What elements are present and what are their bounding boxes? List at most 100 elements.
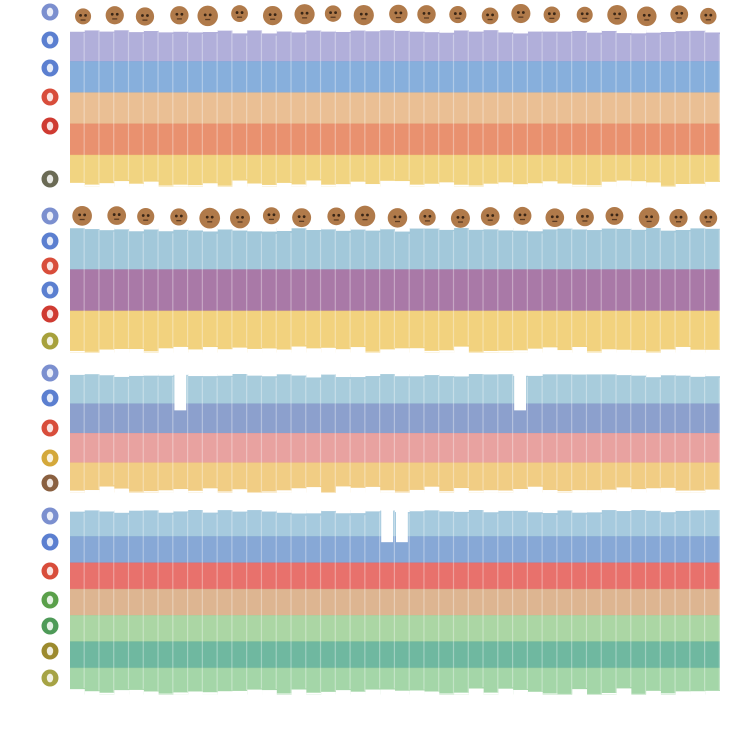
column-bottom-edge bbox=[498, 490, 514, 493]
column-divider bbox=[408, 233, 410, 348]
column-top-edge bbox=[483, 372, 499, 375]
column-top-edge bbox=[276, 226, 292, 231]
avatar-head bbox=[481, 7, 499, 25]
column-top-edge bbox=[291, 508, 307, 514]
column-divider bbox=[674, 376, 676, 487]
column-top-edge bbox=[527, 226, 543, 232]
column-divider bbox=[260, 510, 263, 689]
column-divider bbox=[186, 230, 189, 346]
column-divider bbox=[127, 230, 130, 349]
avatar-head bbox=[700, 7, 717, 25]
column-top-edge bbox=[572, 28, 588, 31]
avatar-mouth bbox=[549, 17, 555, 20]
column-divider bbox=[142, 377, 144, 492]
avatar-eye bbox=[334, 11, 337, 15]
avatar-eye bbox=[675, 11, 679, 15]
column-top-edge bbox=[335, 226, 351, 231]
avatar-eye bbox=[240, 11, 244, 14]
avatar-mouth bbox=[80, 19, 86, 21]
column-divider bbox=[319, 231, 322, 348]
column-divider bbox=[113, 231, 115, 349]
avatar-mouth bbox=[330, 16, 336, 18]
legend-icon-2 bbox=[41, 232, 59, 250]
series-band-1 bbox=[70, 30, 720, 62]
column-top-edge bbox=[350, 508, 366, 514]
legend-icon-glyph bbox=[46, 309, 54, 319]
column-top-edge bbox=[675, 508, 691, 511]
avatar-eye bbox=[423, 214, 427, 218]
column-top-edge bbox=[217, 372, 233, 376]
column-bottom-edge bbox=[84, 184, 100, 187]
column-divider bbox=[334, 511, 336, 692]
avatar-head bbox=[387, 208, 408, 228]
avatar-mouth bbox=[270, 18, 276, 20]
avatar-mouth bbox=[487, 219, 493, 221]
column-bottom-edge bbox=[202, 347, 218, 354]
avatar-head bbox=[419, 208, 436, 226]
column-top-edge bbox=[705, 508, 720, 511]
column-top-edge bbox=[705, 28, 720, 33]
column-bottom-edge bbox=[262, 491, 277, 493]
legend-icon-3 bbox=[41, 257, 59, 275]
column-divider bbox=[349, 232, 351, 349]
column-top-edge bbox=[660, 372, 676, 376]
avatar bbox=[387, 208, 408, 228]
column-divider bbox=[452, 34, 455, 182]
column-top-edge bbox=[217, 508, 233, 511]
column-bottom-edge bbox=[291, 689, 307, 696]
column-bottom-edge bbox=[291, 184, 307, 187]
column-top-edge bbox=[188, 226, 203, 231]
legend-icon-glyph bbox=[46, 336, 54, 346]
column-top-edge bbox=[350, 28, 366, 31]
column-top-edge bbox=[439, 508, 455, 512]
column-divider bbox=[142, 33, 144, 184]
column-divider bbox=[186, 32, 189, 185]
avatar-eye bbox=[486, 214, 490, 217]
avatar-eye bbox=[613, 12, 617, 16]
column-top-edge bbox=[705, 226, 720, 229]
column-divider bbox=[704, 228, 706, 350]
avatar-eye bbox=[456, 215, 460, 219]
avatar-eye bbox=[516, 11, 520, 14]
avatar-eye bbox=[458, 12, 462, 15]
column-divider bbox=[704, 510, 706, 691]
column-divider bbox=[674, 513, 676, 694]
column-divider bbox=[260, 376, 263, 492]
avatar-mouth bbox=[705, 19, 711, 21]
avatar bbox=[449, 5, 467, 24]
avatar-mouth bbox=[299, 220, 305, 222]
column-top-edge bbox=[498, 226, 514, 231]
column-divider bbox=[246, 232, 248, 347]
column-bottom-edge bbox=[129, 183, 144, 187]
column-divider bbox=[408, 31, 410, 180]
column-bottom-edge bbox=[114, 690, 130, 695]
column-top-edge bbox=[306, 508, 322, 514]
column-divider bbox=[659, 228, 661, 352]
avatar-eye bbox=[272, 213, 276, 217]
column-bottom-edge bbox=[306, 487, 322, 494]
column-divider bbox=[644, 510, 647, 694]
avatar-head bbox=[262, 207, 280, 225]
avatar-eye bbox=[642, 13, 646, 17]
column-bottom-edge bbox=[587, 351, 602, 353]
avatar-head bbox=[513, 206, 532, 225]
column-bottom-edge bbox=[380, 180, 395, 188]
column-bottom-edge bbox=[660, 487, 676, 494]
column-top-edge bbox=[468, 28, 484, 32]
column-bottom-edge bbox=[572, 346, 588, 354]
column-divider bbox=[585, 374, 588, 490]
column-bottom-edge bbox=[424, 350, 440, 353]
avatar-mouth bbox=[112, 18, 118, 20]
column-bottom-edge bbox=[542, 693, 558, 695]
column-divider bbox=[497, 374, 499, 490]
column-bottom-edge bbox=[631, 181, 647, 188]
avatar-head bbox=[170, 208, 188, 226]
avatar-eye bbox=[175, 12, 179, 16]
column-top-edge bbox=[262, 508, 277, 512]
column-top-edge bbox=[217, 28, 233, 31]
column-top-edge bbox=[557, 508, 573, 511]
column-divider bbox=[275, 35, 277, 185]
column-bottom-edge bbox=[291, 488, 307, 493]
column-top-edge bbox=[483, 28, 499, 31]
column-bottom-edge bbox=[350, 347, 366, 354]
